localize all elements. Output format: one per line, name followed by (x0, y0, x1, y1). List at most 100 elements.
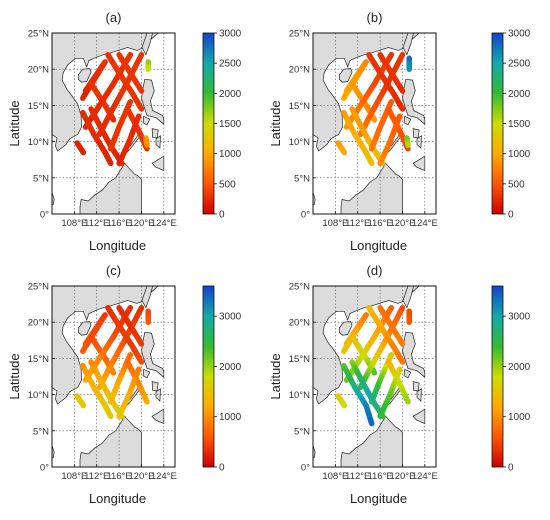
x-tick-label: 120°E (128, 218, 154, 229)
track-point (145, 308, 151, 314)
track-point (145, 66, 151, 72)
panel-a: (a)0°5°N10°N15°N20°N25°N108°E112°E116°E1… (7, 10, 242, 253)
y-tick-label: 5°N (294, 173, 310, 184)
colorbar-tick-label: 2000 (508, 362, 531, 373)
track-point (406, 308, 412, 314)
colorbar-tick-label: 500 (508, 179, 525, 190)
land-shape (141, 331, 165, 378)
track-segment (116, 157, 124, 167)
track-segment (370, 115, 378, 123)
y-tick-label: 15°N (28, 354, 49, 365)
y-tick-label: 20°N (28, 65, 49, 76)
x-tick-label: 108°E (322, 471, 348, 482)
track-segment (341, 345, 349, 354)
land-shape (142, 368, 151, 379)
track-point (80, 402, 86, 409)
colorbar-tick-label: 0 (219, 463, 225, 474)
y-tick-label: 20°N (289, 65, 310, 76)
land-shape (79, 162, 142, 214)
land-shape (155, 388, 161, 402)
colorbar-tick-label: 3000 (219, 312, 242, 323)
track-point (335, 140, 341, 146)
track-segment (404, 396, 411, 405)
land-shape (403, 368, 412, 379)
x-tick-label: 116°E (367, 218, 392, 229)
x-tick-label: 112°E (345, 471, 370, 482)
track-segment (368, 418, 375, 427)
colorbar-tick-label: 2500 (219, 59, 242, 70)
colorbar-tick-label: 3000 (219, 29, 242, 40)
map-layer (52, 286, 175, 467)
track-segment (109, 368, 117, 376)
map-frame (312, 32, 437, 215)
map-layer (313, 33, 436, 214)
track-point (145, 319, 151, 325)
track-point (341, 402, 347, 409)
x-tick-label: 112°E (84, 471, 109, 482)
land-shape (313, 33, 420, 152)
land-shape (52, 445, 55, 458)
y-tick-label: 25°N (289, 282, 310, 293)
x-tick-label: 124°E (151, 218, 177, 229)
y-tick-label: 25°N (28, 282, 49, 293)
track-point (405, 142, 411, 148)
land-shape (313, 445, 316, 458)
x-tick-label: 108°E (322, 218, 348, 229)
track-point (406, 319, 412, 325)
track-segment (398, 357, 406, 365)
land-shape (141, 33, 153, 56)
colorbar-tick-label: 0 (508, 463, 514, 474)
track-segment (116, 410, 124, 420)
y-tick-label: 10°N (289, 137, 310, 148)
colorbar-tick-label: 500 (219, 179, 236, 190)
colorbar (491, 32, 504, 215)
colorbar-tick-label: 1000 (219, 412, 242, 423)
track-point (144, 142, 150, 148)
track-segment (107, 395, 115, 405)
colorbar-tick-label: 2000 (219, 362, 242, 373)
land-shape (340, 162, 403, 214)
land-shape (412, 381, 420, 392)
y-tick-label: 5°N (33, 426, 49, 437)
land-shape (141, 78, 165, 125)
track-point (335, 393, 341, 399)
track-segment (143, 396, 150, 405)
land-shape (402, 78, 426, 125)
land-shape (416, 388, 422, 402)
land-shape (79, 415, 142, 467)
panel-d: (d)0°5°N10°N15°N20°N25°N108°E112°E116°E1… (268, 263, 531, 506)
colorbar-tick-label: 1000 (219, 149, 242, 160)
colorbar-tick-label: 1500 (219, 119, 242, 130)
track-segment (109, 115, 117, 123)
land-shape (416, 135, 422, 149)
track-segment (107, 142, 115, 152)
x-axis-title: Longitude (350, 238, 407, 253)
track-segment (398, 85, 406, 94)
land-shape (313, 192, 316, 205)
track-point (406, 55, 412, 61)
track-point (74, 140, 80, 146)
y-tick-label: 10°N (28, 390, 49, 401)
x-axis-title: Longitude (89, 238, 146, 253)
map-frame (51, 32, 176, 215)
colorbar-tick-label: 2000 (508, 89, 531, 100)
track-segment (377, 157, 385, 167)
x-tick-label: 112°E (345, 218, 370, 229)
y-tick-label: 25°N (28, 29, 49, 40)
colorbar (491, 285, 504, 468)
y-tick-label: 20°N (28, 318, 49, 329)
track-segment (368, 159, 375, 167)
track-segment (398, 104, 406, 112)
colorbar (202, 32, 215, 215)
track-segment (80, 92, 88, 101)
colorbar-tick-label: 0 (219, 210, 225, 221)
track-point (145, 59, 151, 65)
track-point (406, 66, 412, 72)
panel-title: (a) (106, 10, 122, 25)
panel-c: (c)0°5°N10°N15°N20°N25°N108°E112°E116°E1… (7, 263, 242, 506)
x-tick-label: 116°E (367, 471, 392, 482)
colorbar-tick-label: 1000 (508, 149, 531, 160)
y-tick-label: 0° (301, 463, 310, 474)
colorbar (202, 285, 215, 468)
x-tick-label: 124°E (412, 218, 438, 229)
